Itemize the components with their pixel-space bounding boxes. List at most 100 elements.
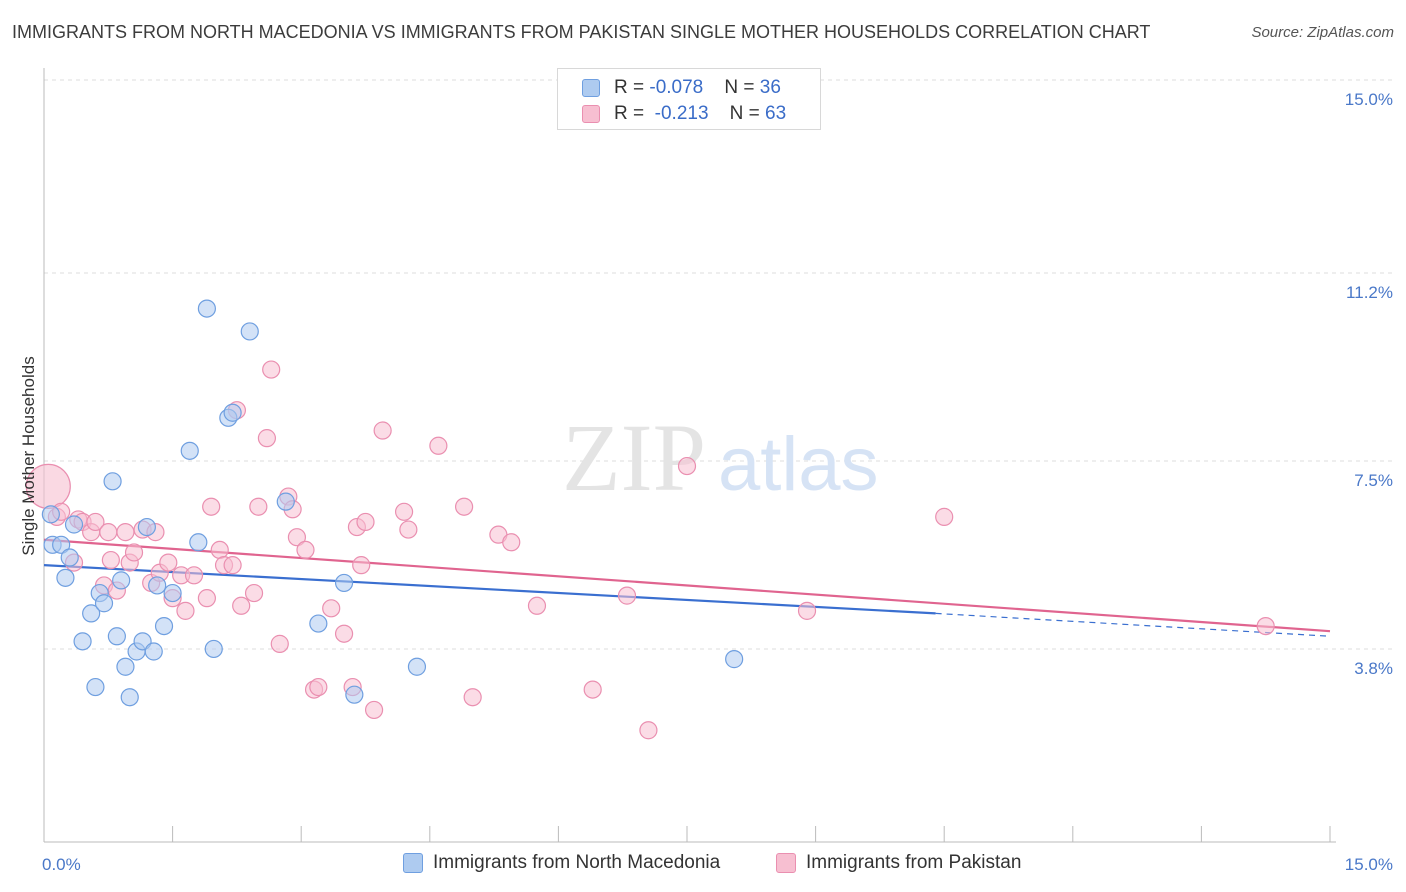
point-macedonia [276,492,295,511]
point-macedonia [64,515,84,534]
watermark-atlas: atlas [718,422,879,507]
grid-lines [44,79,1394,650]
x-tick-label: 0.0% [42,855,81,874]
point-pakistan [429,436,448,455]
point-pakistan [176,601,195,620]
point-pakistan [334,624,354,643]
point-macedonia [86,677,105,697]
legend-r-label: R = [614,103,650,124]
point-pakistan [184,566,204,585]
watermark-zip: ZIP [562,404,706,511]
point-pakistan [257,429,277,448]
point-pakistan [935,507,954,526]
point-pakistan [583,680,602,699]
y-tick-label: 15.0% [1345,90,1393,109]
point-macedonia [154,616,174,636]
point-macedonia [240,322,259,341]
point-macedonia [180,441,199,460]
point-pakistan [197,589,216,608]
source-label: Source: ZipAtlas.com [1251,24,1394,41]
point-macedonia [120,688,139,707]
legend-n-label: N = [729,103,766,124]
point-macedonia [163,583,182,603]
watermark: ZIP atlas [562,404,879,511]
legend-r-value: -0.213 [654,103,709,124]
point-pakistan [364,700,384,720]
x-tick-label: 15.0% [1345,855,1393,874]
point-pakistan [101,550,120,570]
point-macedonia [112,571,131,590]
point-macedonia [725,650,744,669]
axes [43,68,1336,843]
series-swatch-pink [776,853,796,873]
point-macedonia [223,403,242,422]
point-macedonia [148,576,167,595]
point-pakistan [99,523,118,542]
point-macedonia [82,604,101,623]
point-pakistan [232,596,251,615]
point-pakistan [210,540,229,560]
point-pakistan [309,677,328,697]
point-pakistan [244,583,264,603]
point-pakistan [394,502,414,521]
point-macedonia [204,639,223,659]
point-pakistan [454,497,474,516]
y-tick-label: 11.2% [1346,283,1393,302]
point-macedonia [309,614,328,633]
point-macedonia [56,568,75,587]
point-macedonia [116,657,135,676]
point-pakistan [797,601,817,620]
point-pakistan [677,456,697,476]
point-macedonia [345,685,364,704]
point-macedonia [197,299,216,318]
legend-n-label: N = [724,77,760,98]
legend-n-value: 36 [759,77,781,98]
point-pakistan [86,512,105,532]
point-macedonia [189,533,208,552]
legend-swatch-pink [582,105,600,123]
point-pakistan [373,421,392,440]
series-swatch-blue [403,853,423,873]
point-pakistan [249,497,268,516]
point-pakistan [322,599,341,618]
point-pakistan [223,556,242,575]
point-pakistan [502,533,521,552]
point-pakistan [270,634,289,653]
legend-r-value: -0.078 [649,77,704,98]
point-pakistan [463,688,482,707]
point-pakistan [617,586,637,605]
legend-swatch-blue [582,79,600,97]
legend-r-label: R = [614,77,650,98]
point-pakistan [352,556,371,575]
point-pakistan [287,528,307,547]
series-label: Immigrants from Pakistan [806,852,1022,873]
point-macedonia [60,548,79,567]
point-pakistan [639,721,658,740]
trend-lines [43,538,1331,637]
point-macedonia [107,627,126,646]
point-macedonia [144,642,163,661]
point-macedonia [41,505,60,524]
point-macedonia [73,632,92,651]
point-pakistan [399,520,418,539]
point-pakistan [296,540,315,560]
data-points [25,299,1275,740]
point-macedonia [334,573,354,593]
legend-n-value: 63 [765,103,787,124]
point-pakistan [356,512,375,532]
point-macedonia [94,594,114,613]
point-pakistan [527,596,547,615]
y-tick-label: 7.5% [1354,471,1393,490]
point-pakistan [202,497,221,516]
point-pakistan [159,553,178,572]
trend-line-pakistan [43,538,1331,633]
point-macedonia [137,517,156,537]
y-axis-title: Single Mother Households [19,356,38,555]
axis-labels: 3.8% 7.5% 11.2% 15.0% 0.0% 15.0% Single Mother… [19,90,1393,874]
point-pakistan [1256,616,1275,636]
point-pakistan [262,360,281,379]
point-pakistan [124,543,144,562]
chart-title: IMMIGRANTS FROM NORTH MACEDONIA VS IMMIG… [12,22,1151,42]
y-tick-label: 3.8% [1354,659,1393,678]
